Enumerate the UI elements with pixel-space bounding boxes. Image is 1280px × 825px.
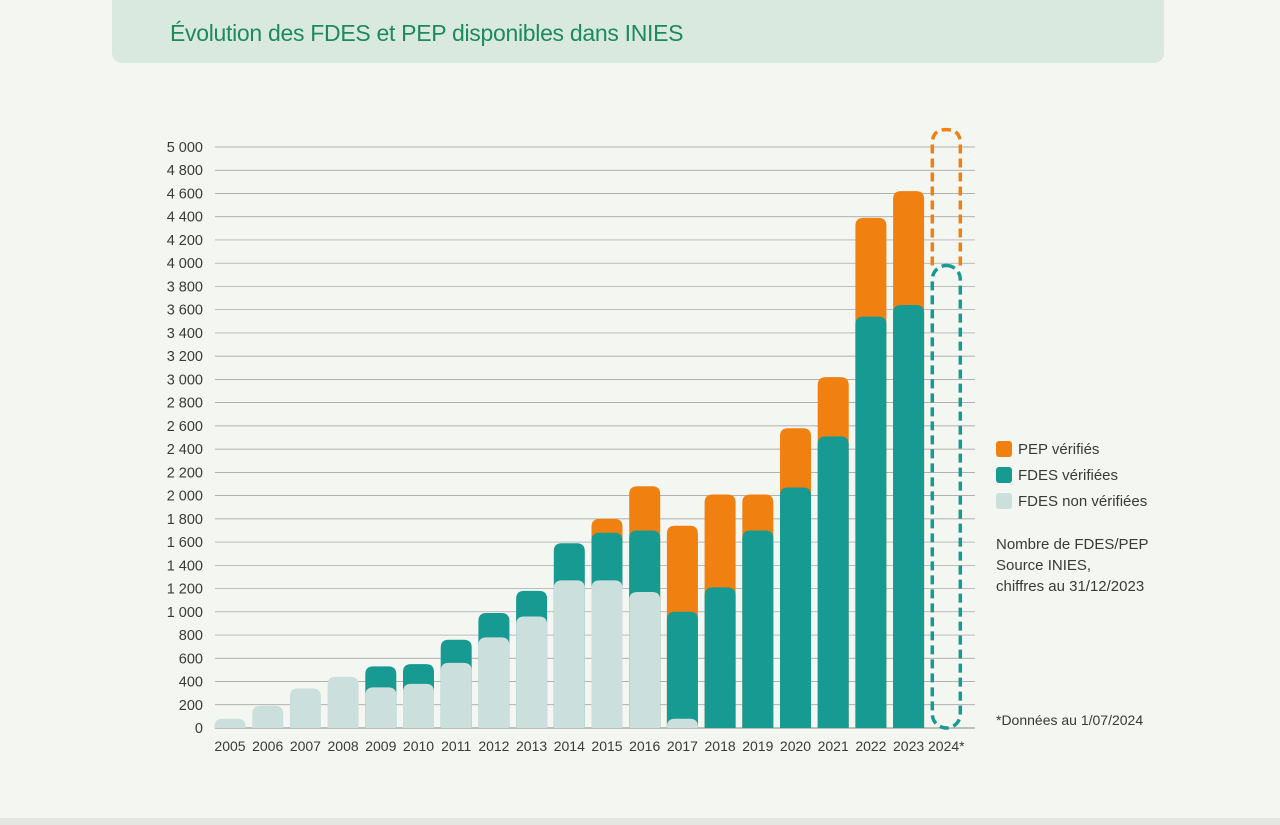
- x-tick-label: 2012: [478, 738, 509, 754]
- bar-segment-fdes-unverified: [252, 705, 284, 728]
- x-tick-label: 2024*: [928, 738, 965, 754]
- bottom-divider: [0, 818, 1280, 825]
- y-tick-label: 3 200: [167, 349, 203, 365]
- bar-segment-fdes-verified: [855, 316, 887, 728]
- legend-label-fdes-verified: FDES vérifiées: [1018, 466, 1119, 484]
- bar-segment-fdes-verified: [817, 436, 849, 728]
- source-note-line: Source INIES,: [996, 557, 1092, 574]
- source-note-line: Nombre de FDES/PEP: [996, 536, 1149, 553]
- x-tick-label: 2018: [705, 738, 736, 754]
- x-tick-label: 2010: [403, 738, 434, 754]
- x-tick-label: 2015: [591, 738, 622, 754]
- source-note: Nombre de FDES/PEP Source INIES, chiffre…: [996, 534, 1149, 597]
- bar-segment-fdes-unverified: [440, 662, 472, 728]
- legend-label-pep: PEP vérifiés: [1018, 440, 1100, 458]
- x-tick-label: 2021: [818, 738, 849, 754]
- x-tick-label: 2007: [290, 738, 321, 754]
- chart-legend: PEP vérifiés FDES vérifiées FDES non vér…: [996, 436, 1147, 514]
- x-tick-label: 2005: [214, 738, 245, 754]
- bar-segment-fdes-unverified: [403, 683, 434, 728]
- x-tick-label: 2022: [855, 738, 886, 754]
- y-tick-label: 2 400: [167, 442, 203, 458]
- bar-segment-fdes-verified: [666, 611, 698, 728]
- footnote: *Données au 1/07/2024: [996, 712, 1144, 728]
- y-tick-label: 2 600: [167, 419, 203, 435]
- bar-projected-fdes-verified: [930, 263, 963, 730]
- legend-swatch-fdes-verified: [996, 467, 1012, 483]
- bar-segment-fdes-unverified: [214, 718, 246, 728]
- legend-item-pep: PEP vérifiés: [996, 436, 1147, 462]
- bar-segment-fdes-unverified: [327, 676, 359, 728]
- bar-segment-fdes-unverified: [629, 592, 661, 728]
- y-tick-label: 0: [195, 721, 203, 737]
- y-tick-label: 4 000: [167, 256, 203, 272]
- bar-segment-fdes-unverified: [666, 718, 698, 728]
- legend-swatch-pep: [996, 441, 1012, 457]
- bar-segment-fdes-verified: [893, 305, 925, 728]
- source-note-line: chiffres au 31/12/2023: [996, 578, 1145, 595]
- y-tick-label: 1 200: [167, 582, 203, 598]
- bar-segment-fdes-verified: [742, 530, 774, 728]
- y-tick-label: 3 400: [167, 326, 203, 342]
- x-tick-label: 2020: [780, 738, 811, 754]
- bar-segment-fdes-unverified: [516, 616, 548, 728]
- bar-segment-fdes-verified: [780, 487, 811, 728]
- x-tick-label: 2006: [252, 738, 283, 754]
- y-tick-label: 3 600: [167, 303, 203, 319]
- y-tick-label: 1 400: [167, 558, 203, 574]
- bar-segment-fdes-unverified: [591, 580, 623, 728]
- y-tick-label: 1 800: [167, 512, 203, 528]
- bar-segment-fdes-verified: [704, 587, 736, 728]
- y-tick-label: 1 600: [167, 535, 203, 551]
- bar-segment-fdes-unverified: [553, 580, 585, 728]
- y-tick-label: 200: [179, 698, 203, 714]
- y-tick-label: 4 400: [167, 210, 203, 226]
- x-tick-label: 2016: [629, 738, 660, 754]
- x-tick-label: 2013: [516, 738, 547, 754]
- y-tick-label: 400: [179, 675, 203, 691]
- y-tick-label: 2 800: [167, 396, 203, 412]
- x-tick-label: 2008: [328, 738, 359, 754]
- legend-label-fdes-unverified: FDES non vérifiées: [1018, 492, 1148, 510]
- bar-segment-fdes-unverified: [478, 637, 510, 728]
- legend-swatch-fdes-unverified: [996, 493, 1012, 509]
- legend-item-fdes-unverified: FDES non vérifiées: [996, 488, 1147, 514]
- x-tick-label: 2011: [441, 738, 471, 754]
- y-tick-label: 4 800: [167, 163, 203, 179]
- legend-item-fdes-verified: FDES vérifiées: [996, 462, 1147, 488]
- y-tick-label: 3 800: [167, 279, 203, 295]
- x-tick-label: 2023: [893, 738, 924, 754]
- bar-projected-pep: [930, 127, 963, 266]
- y-tick-label: 5 000: [167, 140, 203, 156]
- chart-title: Évolution des FDES et PEP disponibles da…: [170, 20, 684, 46]
- y-tick-label: 3 000: [167, 372, 203, 388]
- y-tick-label: 2 000: [167, 489, 203, 505]
- x-tick-label: 2017: [667, 738, 698, 754]
- bar-segment-fdes-unverified: [289, 688, 321, 728]
- y-tick-label: 1 000: [167, 605, 203, 621]
- x-tick-label: 2014: [554, 738, 585, 754]
- x-tick-label: 2009: [365, 738, 396, 754]
- bar-segment-fdes-unverified: [365, 687, 397, 728]
- y-tick-label: 600: [179, 651, 203, 667]
- y-tick-label: 4 600: [167, 186, 203, 202]
- title-banner: Évolution des FDES et PEP disponibles da…: [112, 0, 1164, 63]
- y-tick-label: 800: [179, 628, 203, 644]
- y-tick-label: 4 200: [167, 233, 203, 249]
- y-tick-label: 2 200: [167, 465, 203, 481]
- x-tick-label: 2019: [742, 738, 773, 754]
